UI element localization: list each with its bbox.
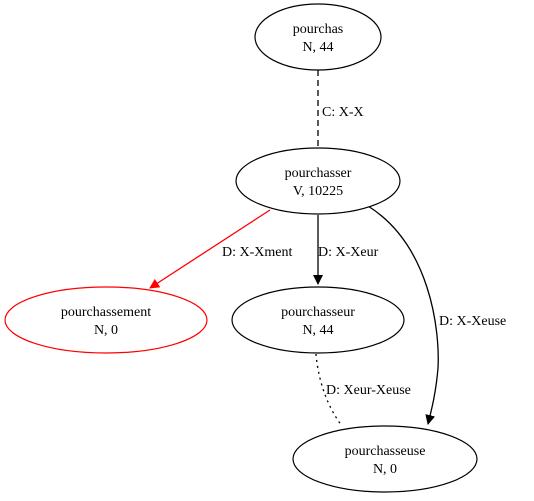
edge-label: D: X-Xment (222, 245, 292, 260)
node-ellipse (254, 3, 382, 71)
node-ellipse (231, 286, 405, 354)
node-word: pourchasseuse (345, 444, 426, 459)
nodes: pourchas N, 44 pourchasser V, 10225 pour… (4, 3, 478, 493)
edge-label: C: X-X (322, 105, 364, 120)
node-pourchas[interactable]: pourchas N, 44 (254, 3, 382, 71)
node-info: N, 0 (373, 462, 397, 477)
node-word: pourchassement (61, 305, 151, 320)
edges: C: X-X D: X-Xment D: X-Xeur D: X-Xeuse D… (149, 70, 506, 427)
edge-pourchasseur-pourchasseuse: D: Xeur-Xeuse (315, 353, 411, 427)
node-pourchasser[interactable]: pourchasser V, 10225 (235, 147, 401, 215)
edge-line (315, 353, 343, 427)
node-word: pourchas (293, 22, 344, 37)
edge-label: D: X-Xeur (318, 245, 379, 260)
edge-label: D: Xeur-Xeuse (326, 383, 411, 398)
node-info: N, 44 (302, 323, 333, 338)
edge-pourchas-pourchasser: C: X-X (317, 70, 364, 148)
node-ellipse (235, 147, 401, 215)
node-pourchassement[interactable]: pourchassement N, 0 (4, 286, 208, 354)
node-word: pourchasseur (281, 305, 355, 320)
node-info: V, 10225 (293, 184, 343, 199)
edge-line (367, 205, 439, 425)
edge-pourchasser-pourchassement: D: X-Xment (149, 209, 292, 289)
node-word: pourchasser (285, 166, 352, 181)
edge-label: D: X-Xeuse (439, 314, 506, 329)
node-pourchasseur[interactable]: pourchasseur N, 44 (231, 286, 405, 354)
edge-pourchasser-pourchasseur: D: X-Xeur (313, 215, 379, 285)
edge-line (149, 209, 271, 289)
node-pourchasseuse[interactable]: pourchasseuse N, 0 (292, 425, 478, 493)
node-ellipse (292, 425, 478, 493)
node-info: N, 0 (94, 323, 118, 338)
node-info: N, 44 (302, 40, 333, 55)
node-ellipse (4, 286, 208, 354)
edge-pourchasser-pourchasseuse: D: X-Xeuse (367, 205, 506, 425)
